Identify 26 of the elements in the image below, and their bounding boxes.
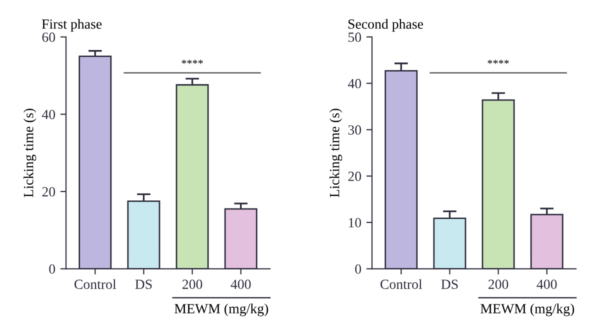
x-tick-label: DS <box>135 280 152 289</box>
y-tick-label: 0 <box>49 264 56 274</box>
y-tick-label: 40 <box>348 78 362 88</box>
annotation: **** <box>488 60 509 64</box>
y-tick-label: 40 <box>42 110 56 120</box>
x-tick-label: Control <box>74 279 116 289</box>
chart-title: Second phase <box>348 18 424 32</box>
y-tick-label: 50 <box>348 32 362 42</box>
y-axis-title: Licking time (s) <box>24 108 36 198</box>
x-tick-label: 200 <box>182 280 202 289</box>
x-tick-label: DS <box>441 280 458 289</box>
chart-title: First phase <box>42 18 102 32</box>
x-tick-label: 400 <box>230 280 251 289</box>
y-tick-label: 10 <box>348 218 362 228</box>
y-tick-label: 60 <box>42 32 56 42</box>
x-tick-label: 400 <box>536 280 557 289</box>
text: MEWM (mg/kg) <box>174 304 268 316</box>
y-tick-label: 0 <box>355 264 362 274</box>
y-tick-label: 30 <box>348 125 362 135</box>
annotation: **** <box>182 60 203 64</box>
y-tick-label: 20 <box>348 172 362 182</box>
y-tick-label: 20 <box>42 187 56 196</box>
y-axis-title: Licking time (s) <box>330 108 342 198</box>
text: MEWM (mg/kg) <box>480 304 574 316</box>
x-tick-label: Control <box>380 279 422 289</box>
x-tick-label: 200 <box>488 280 508 289</box>
